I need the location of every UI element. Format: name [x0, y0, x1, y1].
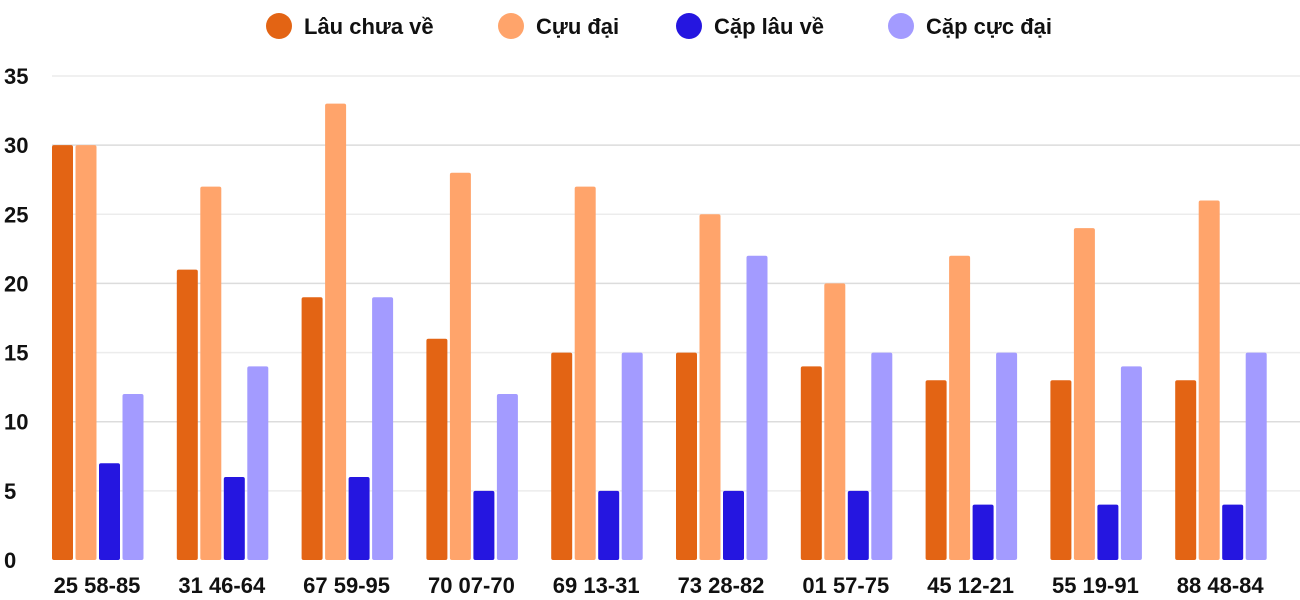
bar-cặp-cực-đại: [372, 297, 394, 560]
y-tick-label: 10: [4, 410, 28, 435]
bar-cựu-đại: [949, 255, 971, 560]
bar-cặp-lâu-về: [1222, 504, 1244, 560]
bar-lâu-chưa-về: [925, 380, 947, 560]
bar-cặp-cực-đại: [746, 255, 768, 560]
legend-label: Cặp lâu về: [714, 14, 824, 39]
legend-swatch: [676, 13, 702, 39]
bar-lâu-chưa-về: [52, 145, 73, 560]
bar-cặp-lâu-về: [723, 490, 744, 560]
bar-lâu-chưa-về: [800, 366, 822, 560]
x-tick-label: 25 58-85: [54, 573, 141, 598]
bar-cặp-cực-đại: [1245, 352, 1267, 560]
bar-cặp-cực-đại: [1120, 366, 1142, 560]
bar-cặp-lâu-về: [1097, 504, 1119, 560]
bar-cặp-lâu-về: [348, 477, 370, 560]
x-tick-label: 88 48-84: [1177, 573, 1265, 598]
x-tick-label: 31 46-64: [178, 573, 266, 598]
bar-cựu-đại: [699, 214, 721, 561]
legend-label: Lâu chưa về: [304, 14, 434, 39]
y-tick-label: 0: [4, 548, 16, 573]
bar-cặp-cực-đại: [496, 394, 518, 560]
x-tick-label: 55 19-91: [1052, 573, 1139, 598]
bar-lâu-chưa-về: [1050, 380, 1072, 560]
y-tick-label: 30: [4, 133, 28, 158]
bar-cựu-đại: [325, 103, 347, 561]
bar-cựu-đại: [200, 186, 222, 560]
y-tick-label: 5: [4, 479, 16, 504]
bar-lâu-chưa-về: [426, 338, 448, 560]
x-tick-label: 01 57-75: [802, 573, 889, 598]
bar-lâu-chưa-về: [676, 352, 697, 560]
bar-lâu-chưa-về: [1175, 380, 1197, 560]
bar-cặp-cực-đại: [871, 352, 893, 560]
bar-cặp-cực-đại: [621, 352, 643, 560]
bar-cặp-cực-đại: [122, 394, 144, 560]
bar-cựu-đại: [574, 186, 596, 560]
bar-cặp-lâu-về: [598, 490, 620, 560]
y-tick-label: 35: [4, 64, 28, 89]
bar-lâu-chưa-về: [551, 352, 573, 560]
y-tick-label: 20: [4, 271, 28, 296]
x-tick-label: 69 13-31: [553, 573, 640, 598]
y-tick-label: 15: [4, 341, 28, 366]
legend-swatch: [498, 13, 524, 39]
bar-cựu-đại: [1073, 228, 1095, 560]
legend-swatch: [888, 13, 914, 39]
bar-cặp-lâu-về: [972, 504, 994, 560]
bar-cựu-đại: [824, 283, 846, 560]
bar-lâu-chưa-về: [301, 297, 323, 560]
y-tick-label: 25: [4, 202, 28, 227]
bar-cặp-lâu-về: [847, 490, 869, 560]
x-tick-label: 70 07-70: [428, 573, 515, 598]
bar-cặp-lâu-về: [223, 477, 245, 560]
bar-cặp-cực-đại: [247, 366, 269, 560]
legend-label: Cựu đại: [536, 14, 619, 39]
bar-cựu-đại: [75, 145, 97, 560]
bar-cặp-lâu-về: [99, 463, 120, 560]
x-tick-label: 45 12-21: [927, 573, 1014, 598]
bar-cựu-đại: [449, 172, 471, 561]
x-tick-label: 73 28-82: [678, 573, 765, 598]
bar-cựu-đại: [1198, 200, 1220, 560]
x-tick-label: 67 59-95: [303, 573, 390, 598]
bar-cặp-cực-đại: [996, 352, 1018, 560]
bar-cặp-lâu-về: [473, 490, 495, 560]
bar-lâu-chưa-về: [176, 269, 198, 560]
legend-swatch: [266, 13, 292, 39]
legend-label: Cặp cực đại: [926, 14, 1052, 39]
